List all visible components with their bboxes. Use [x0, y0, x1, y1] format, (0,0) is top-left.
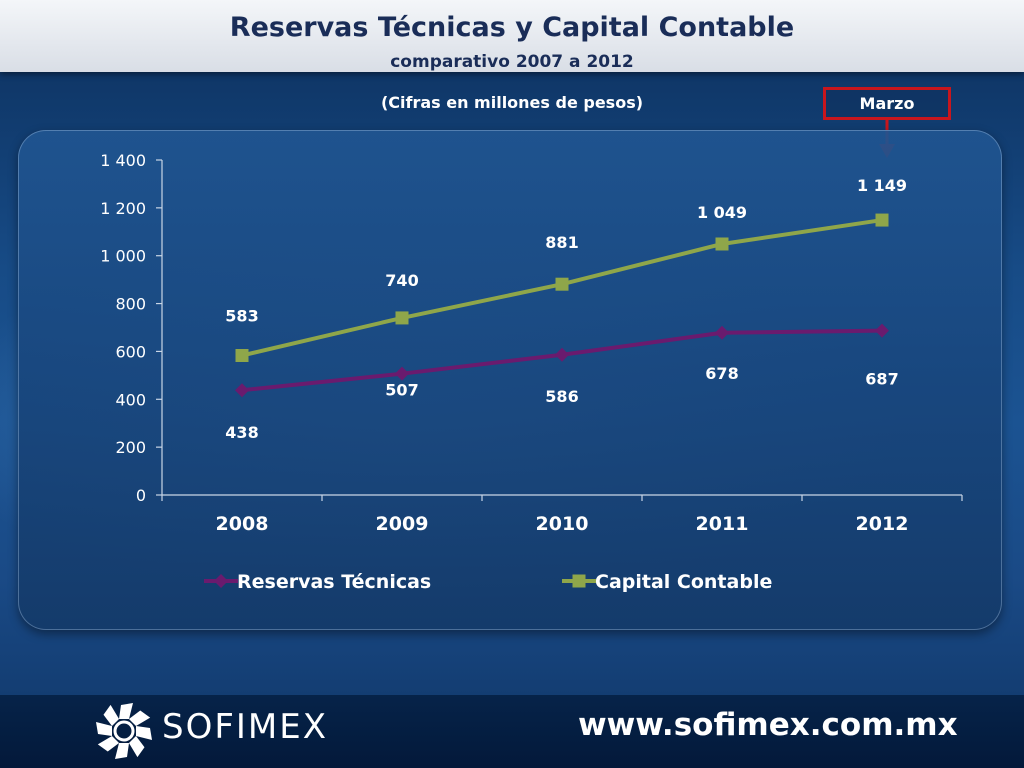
data-label: 1 149: [857, 176, 907, 195]
data-label: 881: [545, 233, 578, 252]
chart-panel: [18, 130, 1002, 630]
x-tick-label: 2008: [216, 513, 269, 535]
legend-label: Capital Contable: [595, 571, 772, 593]
x-tick-label: 2011: [696, 513, 749, 535]
data-point-diamond: [395, 366, 409, 381]
series-layer: [235, 213, 889, 398]
units-note: (Cifras en millones de pesos): [380, 93, 644, 112]
y-tick-label: 400: [115, 390, 146, 409]
y-tick-label: 200: [115, 438, 146, 457]
data-point-diamond: [875, 323, 889, 338]
data-point-square: [555, 277, 569, 291]
x-axis-ticks: 2008 2009 2010 2011 2012: [161, 495, 963, 535]
data-labels-layer: 438 507 586 678 687 583 740 881 1 049 1 149: [225, 176, 907, 442]
slide-title: Reservas Técnicas y Capital Contable: [229, 12, 795, 43]
sofimex-logo-icon: [96, 703, 152, 759]
data-label: 740: [385, 271, 418, 290]
chart-axes: [161, 160, 962, 496]
slide-subtitle: comparativo 2007 a 2012: [390, 52, 634, 72]
y-tick-label: 1 200: [100, 199, 146, 218]
chart-legend: Reservas Técnicas Capital Contable: [204, 571, 772, 593]
data-label: 586: [545, 387, 578, 406]
data-point-square: [395, 311, 409, 325]
data-point-square: [875, 213, 889, 227]
y-tick-label: 1 400: [100, 151, 146, 170]
y-tick-label: 600: [115, 342, 146, 361]
y-tick-label: 1 000: [100, 247, 146, 266]
data-point-square: [235, 348, 249, 362]
data-label: 1 049: [697, 203, 747, 222]
callout-box: Marzo: [823, 87, 951, 120]
data-point-diamond: [235, 383, 249, 398]
y-tick-label: 0: [136, 486, 146, 505]
legend-label: Reservas Técnicas: [237, 571, 431, 593]
data-point-diamond: [214, 574, 228, 588]
title-bar: Reservas Técnicas y Capital Contable com…: [0, 0, 1024, 72]
footer-website: www.sofimex.com.mx: [578, 707, 958, 743]
data-point-square: [572, 574, 586, 588]
data-label: 507: [385, 381, 418, 400]
data-point-diamond: [555, 347, 569, 362]
data-point-square: [715, 237, 729, 251]
data-point-diamond: [715, 325, 729, 340]
x-tick-label: 2009: [376, 513, 429, 535]
footer-logo-text: SOFIMEX: [162, 707, 329, 747]
x-tick-label: 2012: [856, 513, 909, 535]
data-label: 687: [865, 370, 898, 389]
data-label: 583: [225, 306, 258, 325]
y-axis-ticks: 0 200 400 600 800 1 000 1 200 1 400: [100, 151, 162, 505]
data-label: 438: [225, 423, 258, 442]
data-label: 678: [705, 364, 738, 383]
footer-bar: [0, 695, 1024, 768]
x-tick-label: 2010: [536, 513, 589, 535]
y-tick-label: 800: [115, 295, 146, 314]
